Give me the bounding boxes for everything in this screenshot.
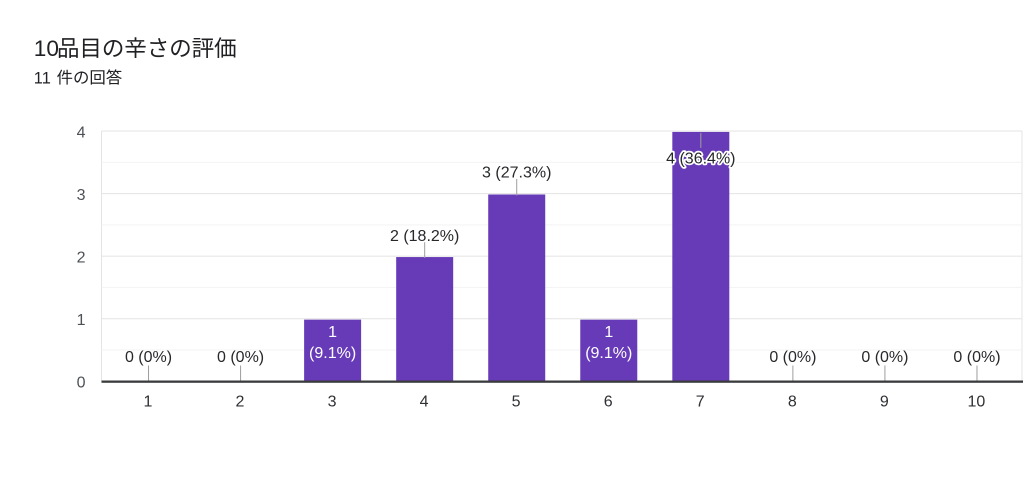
svg-text:0 (0%): 0 (0%) — [861, 349, 908, 366]
svg-text:0: 0 — [77, 375, 86, 392]
svg-text:(9.1%): (9.1%) — [585, 345, 632, 362]
svg-text:4: 4 — [420, 394, 429, 411]
svg-text:5: 5 — [512, 394, 521, 411]
svg-text:8: 8 — [788, 394, 797, 411]
svg-text:0 (0%): 0 (0%) — [125, 349, 172, 366]
svg-text:10: 10 — [34, 36, 59, 61]
svg-text:0 (0%): 0 (0%) — [953, 349, 1000, 366]
svg-text:0 (0%): 0 (0%) — [769, 349, 816, 366]
svg-text:1: 1 — [77, 312, 86, 329]
svg-text:1: 1 — [143, 394, 152, 411]
svg-text:1: 1 — [604, 324, 613, 341]
svg-text:(9.1%): (9.1%) — [309, 345, 356, 362]
svg-text:11: 11 — [34, 69, 56, 87]
svg-text:3: 3 — [328, 394, 337, 411]
svg-text:7: 7 — [696, 394, 705, 411]
svg-text:4 (36.4%): 4 (36.4%) — [666, 151, 735, 168]
svg-text:2 (18.2%): 2 (18.2%) — [390, 228, 459, 245]
svg-text:4: 4 — [77, 124, 86, 141]
svg-text:3: 3 — [77, 187, 86, 204]
svg-text:3 (27.3%): 3 (27.3%) — [482, 165, 551, 182]
svg-text:9: 9 — [880, 394, 889, 411]
svg-text:0 (0%): 0 (0%) — [217, 349, 264, 366]
svg-text:2: 2 — [77, 250, 86, 267]
svg-text:1: 1 — [328, 324, 337, 341]
svg-text:6: 6 — [604, 394, 613, 411]
svg-text:2: 2 — [236, 394, 245, 411]
svg-text:10: 10 — [967, 394, 985, 411]
